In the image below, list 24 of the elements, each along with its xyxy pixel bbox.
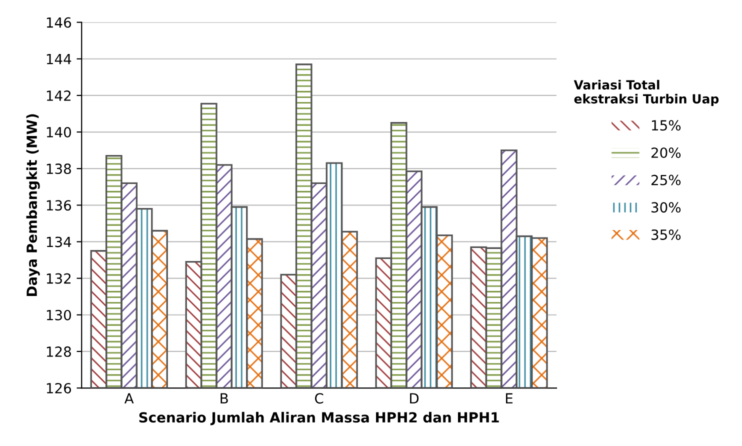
y-tick-label: 140: [46, 126, 71, 138]
y-tick-label: 132: [46, 273, 71, 284]
y-tick-label: 142: [46, 90, 71, 101]
legend-label: 30%: [652, 202, 681, 213]
y-tick-label: 146: [46, 17, 72, 28]
y-tick-label: 126: [46, 382, 72, 394]
legend-title: Variasi Total ekstraksi Turbin Uap: [574, 80, 719, 106]
x-tick-label: A: [124, 393, 134, 404]
x-tick-label: C: [314, 393, 324, 404]
y-tick-label: 130: [46, 310, 71, 320]
x-tick-label: B: [220, 393, 228, 404]
y-tick-label: 138: [46, 164, 71, 174]
y-tick-label: 136: [46, 200, 72, 211]
y-tick-label: 134: [46, 236, 72, 248]
legend-label: 35%: [652, 229, 681, 240]
y-tick-label: 144: [46, 54, 72, 64]
x-tick-label: D: [410, 393, 419, 404]
x-tick-label: E: [506, 393, 513, 404]
legend-label: 20%: [651, 147, 681, 158]
y-axis-title: Daya Pembangkit (MW): [26, 114, 40, 296]
legend-label: 25%: [651, 174, 681, 186]
y-tick-label: 128: [46, 346, 71, 357]
x-axis-title: Scenario Jumlah Aliran Massa HPH2 dan HPH1: [139, 412, 499, 426]
legend-label: 15%: [652, 120, 681, 131]
